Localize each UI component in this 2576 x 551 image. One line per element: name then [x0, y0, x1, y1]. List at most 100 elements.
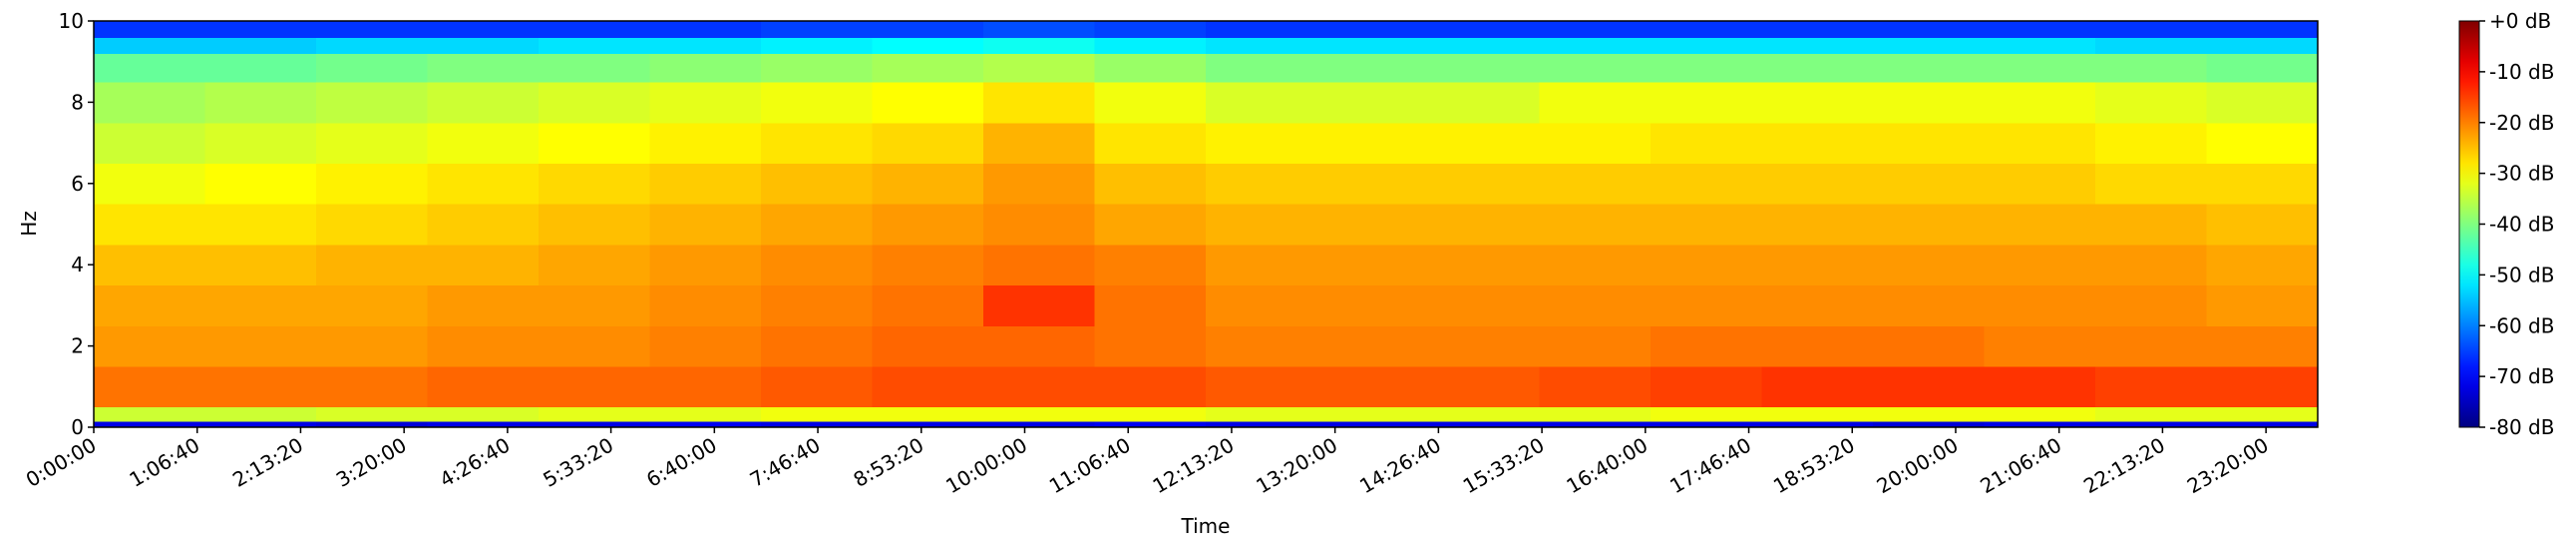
- spectrogram-cell: [649, 21, 762, 38]
- spectrogram-cell: [983, 21, 1095, 38]
- spectrogram-cell: [94, 244, 205, 286]
- x-tick-label: 11:06:40: [1045, 433, 1135, 499]
- spectrogram-cell: [1984, 325, 2096, 367]
- spectrogram-cell: [1651, 21, 1762, 38]
- spectrogram-cell: [983, 122, 1095, 164]
- spectrogram-cell: [1761, 244, 1874, 286]
- spectrogram-cell: [1206, 37, 1317, 55]
- spectrogram-cell: [2206, 53, 2319, 83]
- spectrogram-cell: [1539, 284, 1652, 326]
- spectrogram-cell: [94, 284, 205, 326]
- spectrogram-cell: [1316, 204, 1429, 246]
- spectrogram-cell: [204, 420, 317, 428]
- x-tick-label: 12:13:20: [1149, 433, 1239, 499]
- spectrogram-cell: [204, 163, 317, 205]
- spectrogram-cell: [1651, 53, 1762, 83]
- spectrogram-cell: [649, 284, 762, 326]
- spectrogram-cell: [761, 21, 873, 38]
- spectrogram-cell: [1984, 122, 2096, 164]
- spectrogram-cell: [1094, 37, 1207, 55]
- spectrogram-cell: [316, 21, 428, 38]
- x-tick-label: 18:53:20: [1769, 433, 1859, 499]
- spectrogram-cell: [2095, 122, 2207, 164]
- spectrogram-cell: [1316, 53, 1429, 83]
- spectrogram-cell: [761, 82, 873, 124]
- spectrogram-cell: [983, 284, 1095, 326]
- spectrogram-cell: [1206, 284, 1317, 326]
- spectrogram-cell: [1094, 204, 1207, 246]
- spectrogram-cell: [316, 122, 428, 164]
- spectrogram-cell: [94, 53, 205, 83]
- spectrogram-cell: [1428, 325, 1540, 367]
- spectrogram-cell: [204, 284, 317, 326]
- spectrogram-cell: [1206, 53, 1317, 83]
- spectrogram-cell: [1539, 37, 1652, 55]
- x-tick-label: 15:33:20: [1459, 433, 1549, 499]
- spectrogram-cell: [761, 244, 873, 286]
- colorbar-tick-label: -70 dB: [2489, 364, 2554, 388]
- spectrogram-cell: [427, 406, 540, 422]
- spectrogram-cell: [872, 122, 984, 164]
- colorbar-tick-label: -80 dB: [2489, 415, 2554, 439]
- spectrogram-cell: [1428, 284, 1540, 326]
- spectrogram-cell: [761, 163, 873, 205]
- spectrogram-cell: [1984, 365, 2096, 408]
- spectrogram-cell: [649, 365, 762, 408]
- plot-frame: [93, 20, 2319, 428]
- spectrogram-cell: [204, 204, 317, 246]
- spectrogram-cell: [1539, 365, 1652, 408]
- spectrogram-cell: [1651, 122, 1762, 164]
- spectrogram-cell: [1539, 21, 1652, 38]
- spectrogram-cell: [1873, 365, 1985, 408]
- spectrogram-cell: [2095, 420, 2207, 428]
- spectrogram-cell: [1873, 82, 1985, 124]
- x-tick-label: 2:13:20: [228, 433, 307, 492]
- spectrogram-cell: [2095, 325, 2207, 367]
- spectrogram-cell: [2206, 284, 2319, 326]
- spectrogram-cell: [316, 53, 428, 83]
- spectrogram-cell: [1761, 325, 1874, 367]
- spectrogram-cell: [539, 37, 650, 55]
- spectrogram-cell: [1316, 122, 1429, 164]
- spectrogram-cell: [1873, 406, 1985, 422]
- spectrogram-cell: [1316, 37, 1429, 55]
- spectrogram-cell: [1761, 82, 1874, 124]
- spectrogram-cell: [2095, 204, 2207, 246]
- spectrogram-cell: [1539, 325, 1652, 367]
- spectrogram-cell: [2206, 325, 2319, 367]
- spectrogram-cell: [94, 325, 205, 367]
- spectrogram-cell: [1094, 163, 1207, 205]
- spectrogram-cell: [1206, 122, 1317, 164]
- spectrogram-cell: [427, 21, 540, 38]
- colorbar-tick-label: +0 dB: [2489, 9, 2551, 33]
- spectrogram-cell: [649, 163, 762, 205]
- spectrogram-cell: [316, 82, 428, 124]
- spectrogram-cell: [1428, 406, 1540, 422]
- spectrogram-cell: [1651, 82, 1762, 124]
- spectrogram-cell: [539, 406, 650, 422]
- spectrogram-cell: [539, 163, 650, 205]
- spectrogram-cell: [1873, 163, 1985, 205]
- spectrogram-cell: [872, 406, 984, 422]
- spectrogram-cell: [2206, 21, 2319, 38]
- spectrogram-cell: [1539, 163, 1652, 205]
- spectrogram-cell: [1094, 82, 1207, 124]
- spectrogram-cell: [1873, 204, 1985, 246]
- spectrogram-cell: [1651, 365, 1762, 408]
- spectrogram-cell: [1316, 406, 1429, 422]
- spectrogram-cell: [1651, 420, 1762, 428]
- spectrogram-cell: [204, 122, 317, 164]
- spectrogram-cell: [316, 406, 428, 422]
- spectrogram-cell: [1761, 406, 1874, 422]
- spectrogram-cell: [427, 204, 540, 246]
- spectrogram-cell: [1206, 406, 1317, 422]
- spectrogram-cell: [1094, 420, 1207, 428]
- x-tick-label: 8:53:20: [849, 433, 927, 492]
- spectrogram-cell: [983, 163, 1095, 205]
- spectrogram-cell: [2206, 244, 2319, 286]
- spectrogram-cell: [649, 325, 762, 367]
- spectrogram-cell: [761, 53, 873, 83]
- spectrogram-cell: [1094, 53, 1207, 83]
- spectrogram-cell: [539, 244, 650, 286]
